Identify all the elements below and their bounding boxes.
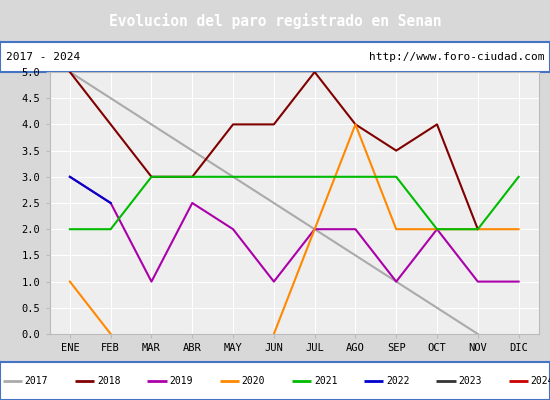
Text: 2020: 2020 — [241, 376, 265, 386]
Text: 2021: 2021 — [314, 376, 337, 386]
Text: 2017: 2017 — [25, 376, 48, 386]
Text: 2018: 2018 — [97, 376, 120, 386]
Text: 2019: 2019 — [169, 376, 193, 386]
Text: 2023: 2023 — [459, 376, 482, 386]
Text: http://www.foro-ciudad.com: http://www.foro-ciudad.com — [369, 52, 544, 62]
Text: 2017 - 2024: 2017 - 2024 — [6, 52, 80, 62]
Text: 2022: 2022 — [386, 376, 410, 386]
Text: Evolucion del paro registrado en Senan: Evolucion del paro registrado en Senan — [109, 13, 441, 29]
Text: 2024: 2024 — [531, 376, 550, 386]
